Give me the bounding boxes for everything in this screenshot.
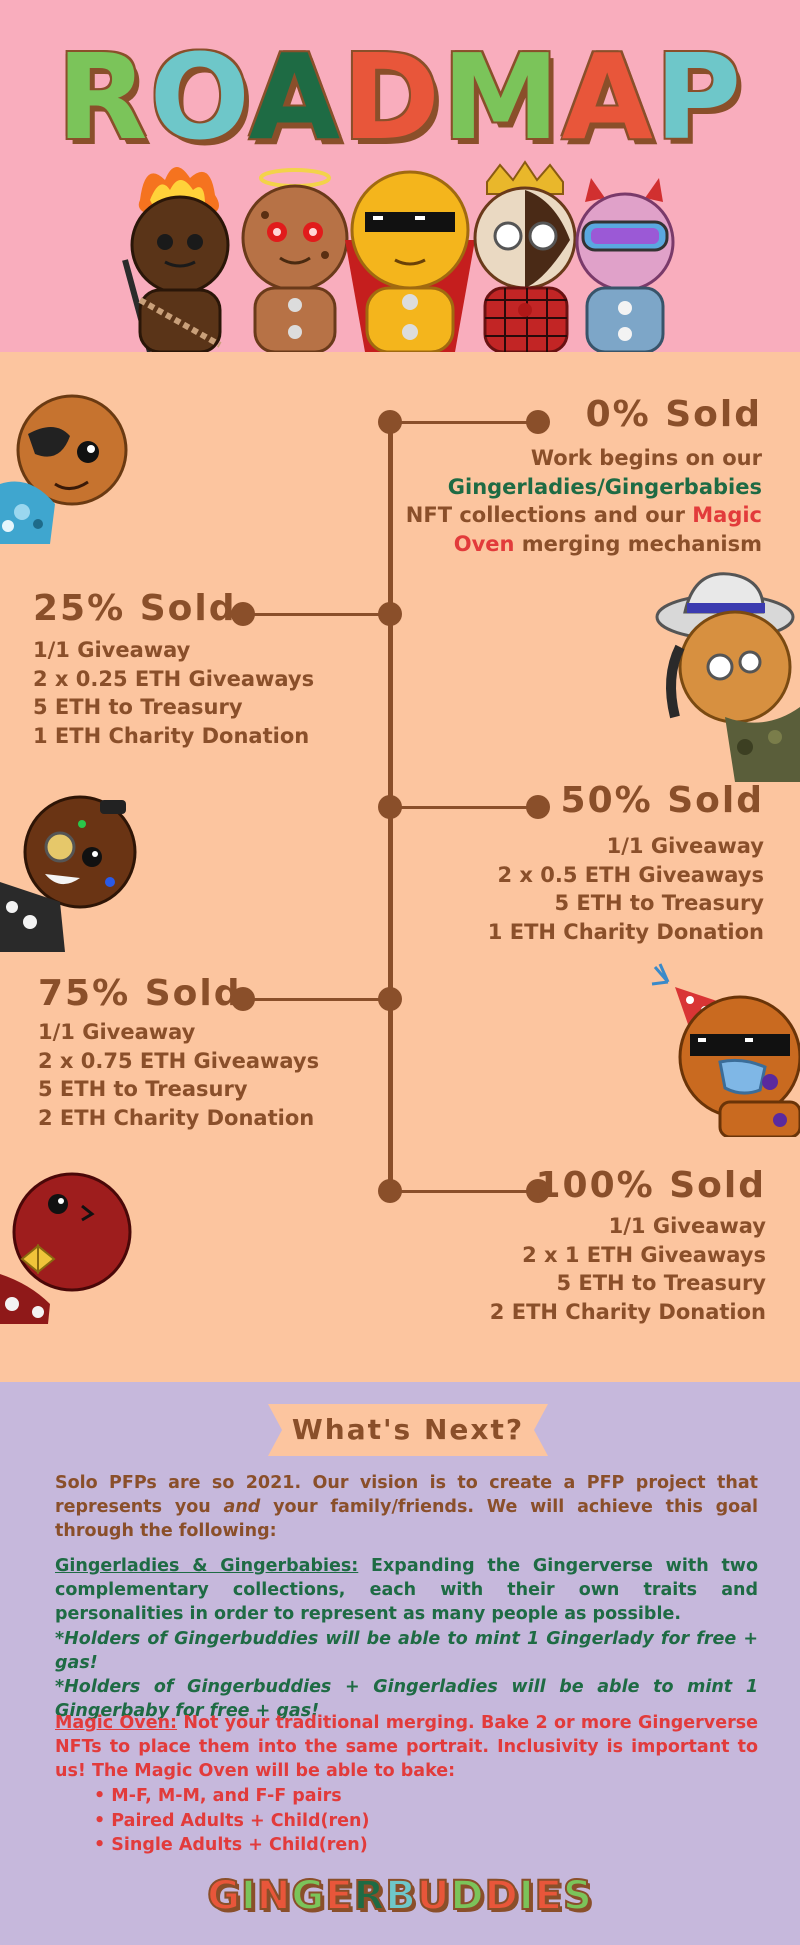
title-letter: R: [56, 28, 150, 166]
milestone-0-line: Oven merging mechanism: [406, 530, 762, 559]
intro-text: your family/friends. We will achieve thi…: [55, 1497, 759, 1542]
red-bowtie-character-icon: [0, 1172, 132, 1324]
gingerbread-group-illustration: [122, 160, 675, 352]
halo-character-icon: [241, 168, 349, 352]
gingerladies-note: *Holders of Gingerbuddies + Gingerladies…: [55, 1677, 758, 1722]
gingerbuddies-logo: GINGERBUDDIES: [184, 1873, 616, 1919]
milestone-item: 1/1 Giveaway: [608, 1214, 766, 1238]
milestone-0-line: Work begins on our: [530, 446, 762, 470]
milestone-item: 2 x 0.25 ETH Giveaways: [33, 666, 315, 691]
gingerladies-note: *Holders of Gingerbuddies will be able t…: [55, 1628, 758, 1673]
logo-letter: E: [534, 1873, 563, 1919]
timeline-node: [526, 410, 550, 434]
timeline-node: [526, 795, 550, 819]
milestone-75-heading: 75% Sold: [38, 973, 242, 1014]
monocle-character-icon: [0, 795, 137, 952]
devil-horns-character-icon: [575, 178, 675, 352]
milestone-item: 5 ETH to Treasury: [554, 891, 764, 915]
crown-character-icon: [473, 160, 577, 352]
milestone-75-list: 1/1 Giveaway 2 x 0.75 ETH Giveaways 5 ET…: [38, 1018, 319, 1132]
milestone-0-text: NFT collections and our: [405, 503, 693, 527]
milestone-0-description: Work begins on our Gingerladies/Gingerba…: [406, 444, 762, 558]
milestone-item: 2 x 1 ETH Giveaways: [522, 1242, 766, 1267]
milestone-item: 5 ETH to Treasury: [556, 1271, 766, 1295]
milestone-25-list: 1/1 Giveaway 2 x 0.25 ETH Giveaways 5 ET…: [33, 636, 314, 750]
timeline-node: [526, 1179, 550, 1203]
list-item: • M-F, M-M, and F-F pairs: [94, 1786, 342, 1806]
intro-paragraph: Solo PFPs are so 2021. Our vision is to …: [55, 1471, 758, 1544]
milestone-50-heading: 50% Sold: [560, 780, 764, 821]
milestone-item: 1 ETH Charity Donation: [487, 919, 764, 944]
milestone-0-text: merging mechanism: [514, 531, 762, 556]
title-letter: D: [342, 28, 443, 166]
milestone-item: 1 ETH Charity Donation: [33, 723, 310, 748]
milestone-25-heading: 25% Sold: [33, 588, 237, 629]
timeline-node: [231, 987, 255, 1011]
whats-next-section: What's Next? Solo PFPs are so 2021. Our …: [0, 1382, 800, 1945]
timeline-branch: [245, 613, 390, 616]
title-letter: A: [248, 28, 343, 166]
logo-letter: U: [416, 1873, 451, 1919]
timeline-branch: [390, 806, 540, 809]
milestone-item: 5 ETH to Treasury: [33, 695, 243, 719]
list-item: • Paired Adults + Child(ren): [94, 1810, 370, 1831]
milestone-0-line: Gingerladies/Gingerbabies: [447, 474, 762, 499]
timeline-branch: [245, 998, 390, 1001]
logo-letter: S: [562, 1873, 593, 1919]
magic-oven-label: Magic Oven:: [55, 1713, 178, 1733]
milestone-item: 5 ETH to Treasury: [38, 1077, 248, 1101]
title-letter: O: [149, 28, 249, 166]
magic-oven-text: Not your traditional merging. Bake 2 or …: [55, 1713, 759, 1782]
logo-letter: G: [206, 1873, 242, 1919]
list-item: • Single Adults + Child(ren): [94, 1835, 368, 1855]
gingerladies-text: Expanding the Gingerverse with two compl…: [55, 1556, 758, 1625]
milestone-0-line: NFT collections and our Magic: [406, 501, 762, 530]
milestone-item: 2 ETH Charity Donation: [38, 1105, 315, 1130]
milestone-item: 1/1 Giveaway: [38, 1020, 196, 1044]
milestone-item: 2 ETH Charity Donation: [489, 1299, 766, 1324]
roadmap-section: 0% Sold Work begins on our Gingerladies/…: [0, 352, 800, 1382]
magic-text: Magic: [692, 503, 762, 527]
fedora-character-icon: [655, 572, 800, 782]
roadmap-title: ROADMAP: [0, 38, 800, 156]
logo-letter: N: [256, 1873, 292, 1919]
gingerladies-label: Gingerladies & Gingerbabies:: [55, 1556, 359, 1576]
intro-text: Solo PFPs are so 2021. Our vision is to …: [55, 1473, 758, 1518]
gingerladies-paragraph: Gingerladies & Gingerbabies: Expanding t…: [55, 1554, 758, 1723]
logo-letter: I: [518, 1873, 535, 1919]
magic-oven-list: • M-F, M-M, and F-F pairs • Paired Adult…: [94, 1784, 370, 1858]
title-letter: P: [654, 28, 744, 166]
milestone-item: 1/1 Giveaway: [606, 834, 764, 858]
milestone-100-list: 1/1 Giveaway 2 x 1 ETH Giveaways 5 ETH t…: [490, 1212, 766, 1326]
title-letter: A: [561, 28, 655, 166]
title-letter: M: [442, 28, 562, 166]
timeline-branch: [390, 421, 540, 424]
magic-oven-paragraph: Magic Oven: Not your traditional merging…: [55, 1711, 758, 1784]
milestone-item: 2 x 0.5 ETH Giveaways: [497, 862, 765, 887]
flame-hair-character-icon: [122, 166, 230, 352]
sunglasses-character-icon: [345, 170, 475, 352]
whats-next-title: What's Next?: [291, 1413, 525, 1446]
milestone-item: 1/1 Giveaway: [33, 638, 191, 662]
logo-letter: R: [353, 1873, 386, 1919]
whats-next-banner: [268, 1404, 548, 1456]
eyepatch-character-icon: [0, 394, 128, 544]
logo-letter: G: [290, 1873, 326, 1919]
timeline-branch: [390, 1190, 540, 1193]
logo-letter: D: [484, 1873, 519, 1919]
oven-text: Oven: [453, 531, 515, 556]
milestone-100-heading: 100% Sold: [535, 1165, 766, 1206]
milestone-item: 2 x 0.75 ETH Giveaways: [38, 1048, 320, 1073]
intro-emphasis: and: [223, 1497, 261, 1518]
logo-letter: D: [449, 1873, 485, 1919]
logo-letter: I: [240, 1873, 257, 1919]
party-hat-character-icon: [651, 963, 800, 1137]
logo-letter: B: [384, 1873, 417, 1919]
header-banner: ROADMAP: [0, 0, 800, 352]
milestone-0-heading: 0% Sold: [585, 394, 762, 435]
milestone-50-list: 1/1 Giveaway 2 x 0.5 ETH Giveaways 5 ETH…: [488, 832, 764, 946]
logo-letter: E: [324, 1873, 354, 1919]
timeline-node: [231, 602, 255, 626]
